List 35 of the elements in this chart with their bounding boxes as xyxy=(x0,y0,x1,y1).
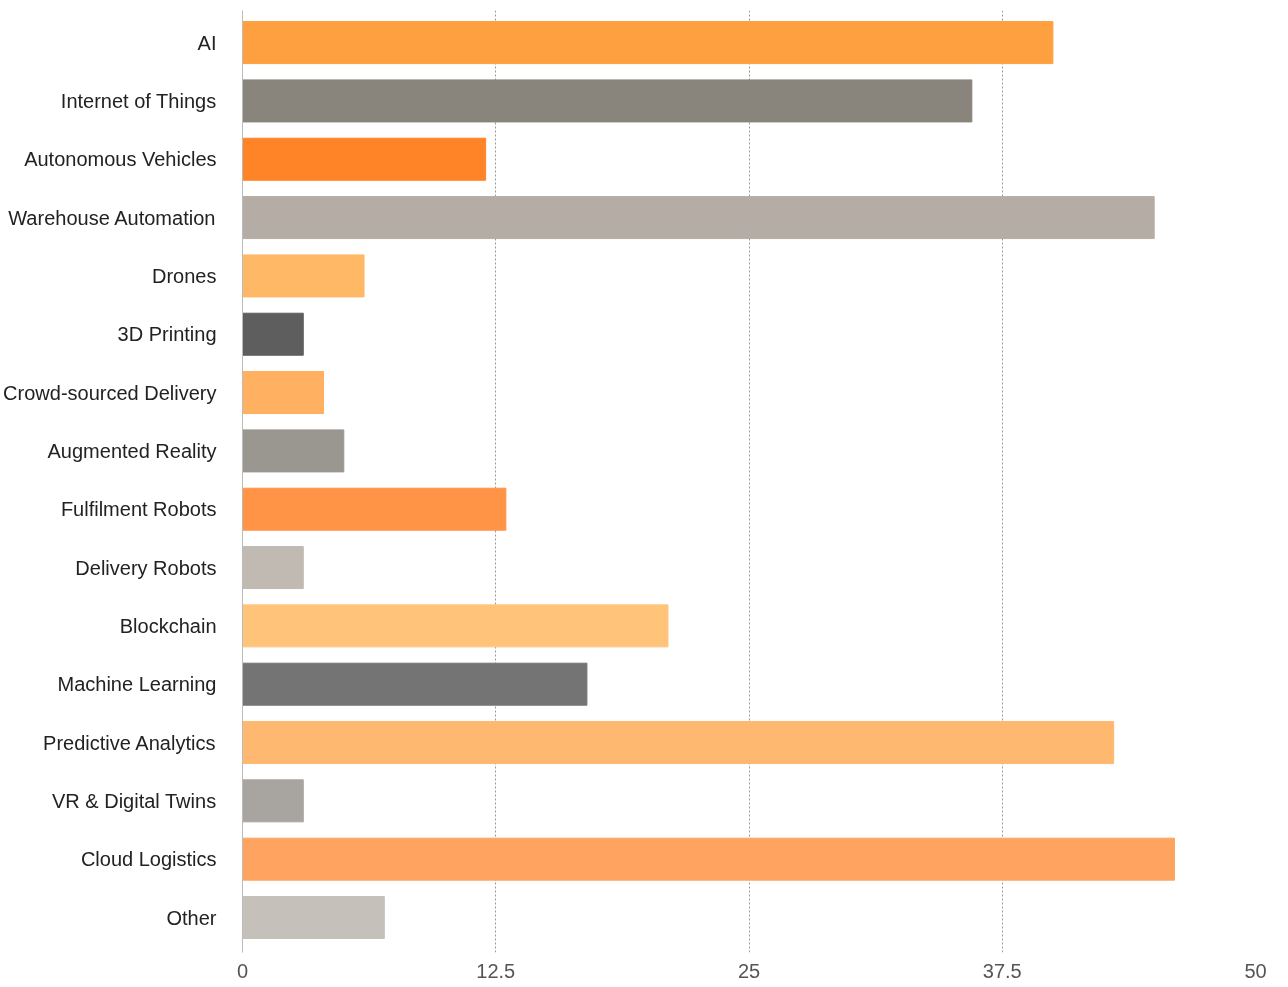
y-tick-label: VR & Digital Twins xyxy=(52,789,217,812)
y-tick-label: Delivery Robots xyxy=(75,556,217,579)
x-tick-label: 0 xyxy=(236,959,249,982)
bar xyxy=(242,254,365,298)
y-tick-label: Machine Learning xyxy=(57,673,217,696)
bar xyxy=(242,137,487,181)
y-tick-label: Warehouse Automation xyxy=(8,206,216,229)
bar xyxy=(242,312,304,356)
bar xyxy=(242,779,304,823)
bar xyxy=(242,21,1054,65)
y-tick-label: Cloud Logistics xyxy=(80,848,217,871)
bar xyxy=(242,721,1115,765)
bar xyxy=(242,196,1155,240)
y-tick-label: Crowd-sourced Delivery xyxy=(3,381,217,404)
bar xyxy=(242,837,1175,881)
x-tick-label: 50 xyxy=(1244,959,1267,982)
bar xyxy=(242,487,507,531)
y-tick-label: Predictive Analytics xyxy=(43,731,216,754)
y-tick-label: Augmented Reality xyxy=(47,439,217,462)
y-tick-label: Fulfilment Robots xyxy=(60,498,217,521)
y-tick-label: 3D Printing xyxy=(117,323,217,346)
bar xyxy=(242,429,345,473)
y-tick-label: Blockchain xyxy=(119,614,217,637)
y-tick-label: Drones xyxy=(152,264,217,287)
y-tick-label: Autonomous Vehicles xyxy=(24,148,217,171)
y-tick-label: Other xyxy=(166,906,217,929)
x-tick-label: 12.5 xyxy=(476,959,516,982)
y-tick-label: AI xyxy=(197,31,217,54)
bar xyxy=(242,79,973,123)
bar xyxy=(242,604,669,648)
x-tick-label: 37.5 xyxy=(982,959,1022,982)
bar xyxy=(242,662,588,706)
x-tick-label: 25 xyxy=(737,959,761,982)
y-tick-label: Internet of Things xyxy=(60,89,217,112)
bar xyxy=(242,371,325,415)
